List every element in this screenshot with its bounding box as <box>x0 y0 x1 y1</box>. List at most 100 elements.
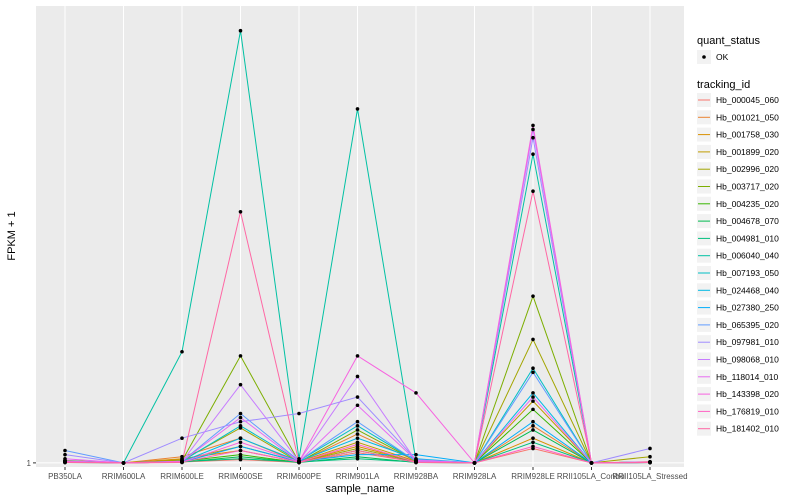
legend-label: Hb_000045_060 <box>716 95 779 105</box>
data-point <box>238 210 243 214</box>
legend-label: Hb_001021_050 <box>716 112 779 122</box>
data-point <box>531 395 535 399</box>
data-point <box>63 460 67 465</box>
data-point <box>355 374 360 379</box>
legend-label: Hb_143398_020 <box>716 389 779 399</box>
legend-label: Hb_002996_020 <box>716 164 779 174</box>
data-point <box>355 436 360 440</box>
data-point <box>648 460 652 465</box>
tracking-id-legend-title: tracking_id <box>697 79 750 91</box>
quant-status-legend-key <box>702 55 706 59</box>
legend-label: Hb_004981_010 <box>716 233 779 243</box>
data-point <box>63 452 67 457</box>
data-point <box>121 461 126 465</box>
x-tick-label: RRII105LA_Control <box>557 472 627 481</box>
data-point <box>355 452 360 457</box>
data-point <box>414 391 418 395</box>
data-point <box>238 354 243 358</box>
data-point <box>238 411 243 416</box>
legend-label: Hb_004235_020 <box>716 199 779 209</box>
x-tick-label: RRIM928LA <box>453 472 497 481</box>
x-tick-label: RRIM600LA <box>102 472 146 481</box>
data-point <box>297 460 301 465</box>
legend-label: Hb_007193_050 <box>716 268 779 278</box>
data-point <box>531 127 535 132</box>
data-point <box>238 444 243 449</box>
y-tick-label: 1 <box>27 459 32 468</box>
x-tick-label: RRIM600PE <box>277 472 321 481</box>
data-point <box>531 407 535 412</box>
data-point <box>531 428 535 432</box>
data-point <box>238 424 243 428</box>
data-point <box>355 456 360 461</box>
legend-label: Hb_001758_030 <box>716 130 779 140</box>
data-point <box>531 337 535 342</box>
x-tick-label: RRIM928LE <box>511 472 555 481</box>
data-point <box>531 294 535 298</box>
legend-label: Hb_118014_010 <box>716 372 779 382</box>
legend-label: Hb_024468_040 <box>716 285 779 295</box>
data-point <box>180 349 184 354</box>
data-point <box>531 370 535 375</box>
data-point <box>355 403 360 408</box>
data-point <box>531 152 535 156</box>
data-point <box>355 442 360 447</box>
data-point <box>355 432 360 436</box>
data-point <box>355 395 360 399</box>
data-point <box>531 366 535 371</box>
data-point <box>472 461 477 465</box>
legend-label: Hb_004678_070 <box>716 216 779 226</box>
data-point <box>238 436 243 440</box>
data-point <box>355 419 360 424</box>
data-point <box>531 424 535 428</box>
data-point <box>63 448 67 453</box>
data-point <box>531 419 535 424</box>
data-points <box>63 28 652 465</box>
x-tick-label: RRIM600SE <box>218 472 262 481</box>
x-tick-label: RRII105LA_Stressed <box>612 472 687 481</box>
data-point <box>414 452 418 457</box>
legend-label: Hb_003717_020 <box>716 182 779 192</box>
data-point <box>531 436 535 440</box>
legend-label: Hb_027380_250 <box>716 303 779 313</box>
legend-label: Hb_001899_020 <box>716 147 779 157</box>
data-point <box>531 391 535 395</box>
data-point <box>531 123 535 128</box>
x-tick-label: RRIM600LE <box>160 472 204 481</box>
data-point <box>355 107 360 111</box>
data-point <box>238 448 243 453</box>
tracking-id-legend: Hb_000045_060 Hb_001021_050 Hb_001758_030 H… <box>697 93 779 436</box>
data-point <box>531 444 535 449</box>
data-point <box>648 454 652 459</box>
y-axis-title: FPKM + 1 <box>6 211 18 260</box>
legend-label: Hb_097981_010 <box>716 337 779 347</box>
data-point <box>238 456 243 461</box>
data-point <box>531 399 535 403</box>
legend-label: Hb_065395_020 <box>716 320 779 330</box>
data-point <box>531 440 535 445</box>
legend-label: Hb_176819_010 <box>716 406 779 416</box>
x-tick-label: RRIM928BA <box>394 472 439 481</box>
data-point <box>63 456 67 461</box>
data-point <box>355 428 360 432</box>
legend-label: Hb_006040_040 <box>716 251 779 261</box>
data-point <box>238 440 243 445</box>
x-axis-title: sample_name <box>325 483 394 495</box>
quant-status-legend-label: OK <box>716 52 729 62</box>
data-point <box>297 411 301 416</box>
legend-label: Hb_098068_010 <box>716 355 779 365</box>
x-tick-label: RRIM901LA <box>336 472 380 481</box>
data-point <box>355 448 360 453</box>
axes: PB350LA RRIM600LA RRIM600LE RRIM600SE RRIM60… <box>27 459 688 481</box>
x-tick-label: PB350LA <box>48 472 82 481</box>
legend-label: Hb_181402_010 <box>716 424 779 434</box>
data-point <box>531 189 535 194</box>
data-point <box>180 436 184 440</box>
data-point <box>589 461 594 465</box>
data-point <box>648 446 652 451</box>
data-point <box>355 424 360 428</box>
quant-status-legend-title: quant_status <box>697 35 760 47</box>
data-point <box>355 354 360 358</box>
data-point <box>531 135 535 140</box>
